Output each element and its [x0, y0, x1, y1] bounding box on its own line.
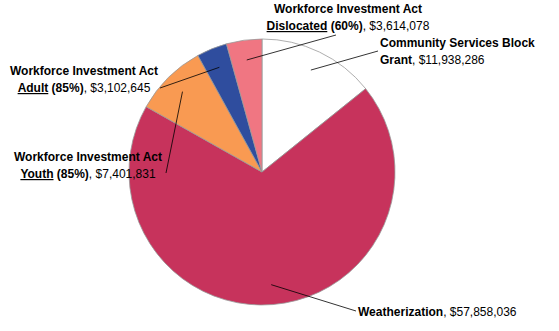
label-part: , $3,614,078 [363, 19, 430, 33]
label-part: , $3,102,645 [84, 81, 151, 95]
label-part: , $57,858,036 [443, 305, 517, 319]
label-part: (85%) [54, 167, 89, 181]
leader-line [166, 92, 182, 173]
labels: Community Services Block Grant, $11,938,2… [10, 2, 535, 319]
slice-label: Community Services Block Grant, $11,938,2… [380, 36, 535, 67]
label-part: Community Services Block [380, 36, 535, 50]
label-part: Workforce Investment Act [14, 150, 162, 164]
chart: Community Services Block Grant, $11,938,2… [0, 0, 559, 331]
label-part: Youth [20, 167, 53, 181]
leader-line [311, 51, 378, 70]
label-part: Workforce Investment Act [10, 64, 158, 78]
slice-label: Workforce Investment Act Dislocated (60%)… [267, 2, 430, 33]
label-part: , $7,401,831 [89, 167, 156, 181]
slice-label: Workforce Investment Act Youth (85%), $7,… [14, 150, 162, 181]
slice-label: Weatherization, $57,858,036 [358, 305, 517, 319]
leader-line [247, 35, 336, 60]
label-part: , $11,938,286 [412, 53, 485, 67]
slice-label: Workforce Investment Act Adult (85%), $3,… [10, 64, 158, 95]
label-part: Adult [18, 81, 49, 95]
label-part: Weatherization [358, 305, 443, 319]
label-part: (85%) [48, 81, 83, 95]
leader-line [271, 285, 356, 311]
label-part: Dislocated [267, 19, 328, 33]
pie-slice [226, 39, 262, 172]
label-part: Grant [380, 53, 412, 67]
label-part: (60%) [327, 19, 362, 33]
leader-line [160, 67, 219, 88]
label-part: Workforce Investment Act [274, 2, 422, 16]
slices [129, 39, 395, 305]
